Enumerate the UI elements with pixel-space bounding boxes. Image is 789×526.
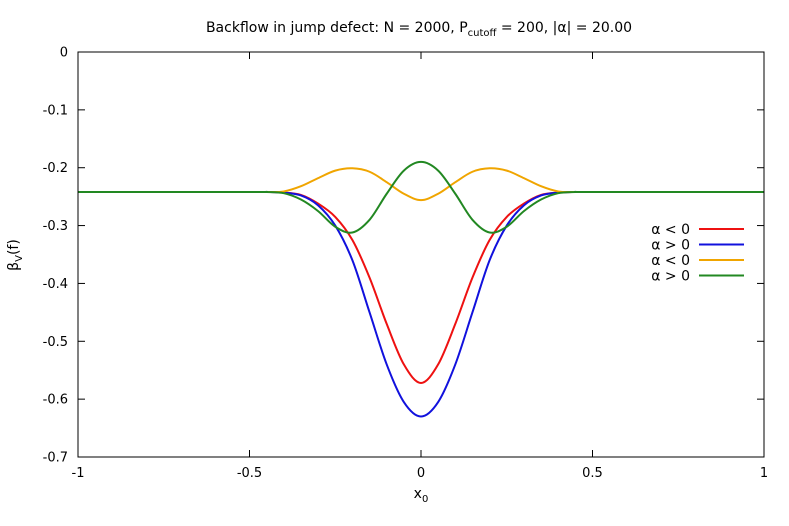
chart-title: Backflow in jump defect: N = 2000, Pcuto… [206, 20, 632, 39]
series-line-2 [77, 190, 764, 418]
y-tick-label-1: -0.1 [43, 103, 68, 118]
x-tick-label-3: 0.5 [582, 466, 603, 481]
x-tick-label-2: 0 [417, 466, 425, 481]
legend-label-3: α < 0 [651, 253, 690, 269]
x-tick-label-1: -0.5 [237, 466, 262, 481]
legend-label-4: α > 0 [651, 269, 690, 285]
axis-ticks: -1 -0.5 0 0.5 1 0 -0.1 -0.2 -0.3 -0.4 -0.5 -0.6 -0.7 [43, 46, 769, 482]
y-tick-label-2: -0.2 [43, 161, 68, 176]
y-tick-label-6: -0.6 [43, 393, 68, 408]
y-tick-label-4: -0.4 [43, 277, 68, 292]
plot-curves [77, 160, 764, 418]
series-line-1 [77, 190, 764, 384]
y-tick-label-7: -0.7 [43, 451, 68, 466]
series-line-4 [77, 160, 764, 234]
x-tick-label-4: 1 [760, 466, 768, 481]
y-tick-label-0: 0 [60, 46, 68, 61]
legend-label-2: α > 0 [651, 238, 690, 254]
x-tick-label-0: -1 [72, 466, 85, 481]
legend-label-1: α < 0 [651, 222, 690, 238]
x-axis-label: x0 [414, 486, 429, 505]
legend: α < 0α > 0α < 0α > 0 [651, 222, 744, 285]
y-tick-label-5: -0.5 [43, 335, 68, 350]
y-tick-label-3: -0.3 [43, 219, 68, 234]
series-line-3 [77, 167, 764, 202]
y-axis-label: βV(f) [6, 239, 25, 271]
